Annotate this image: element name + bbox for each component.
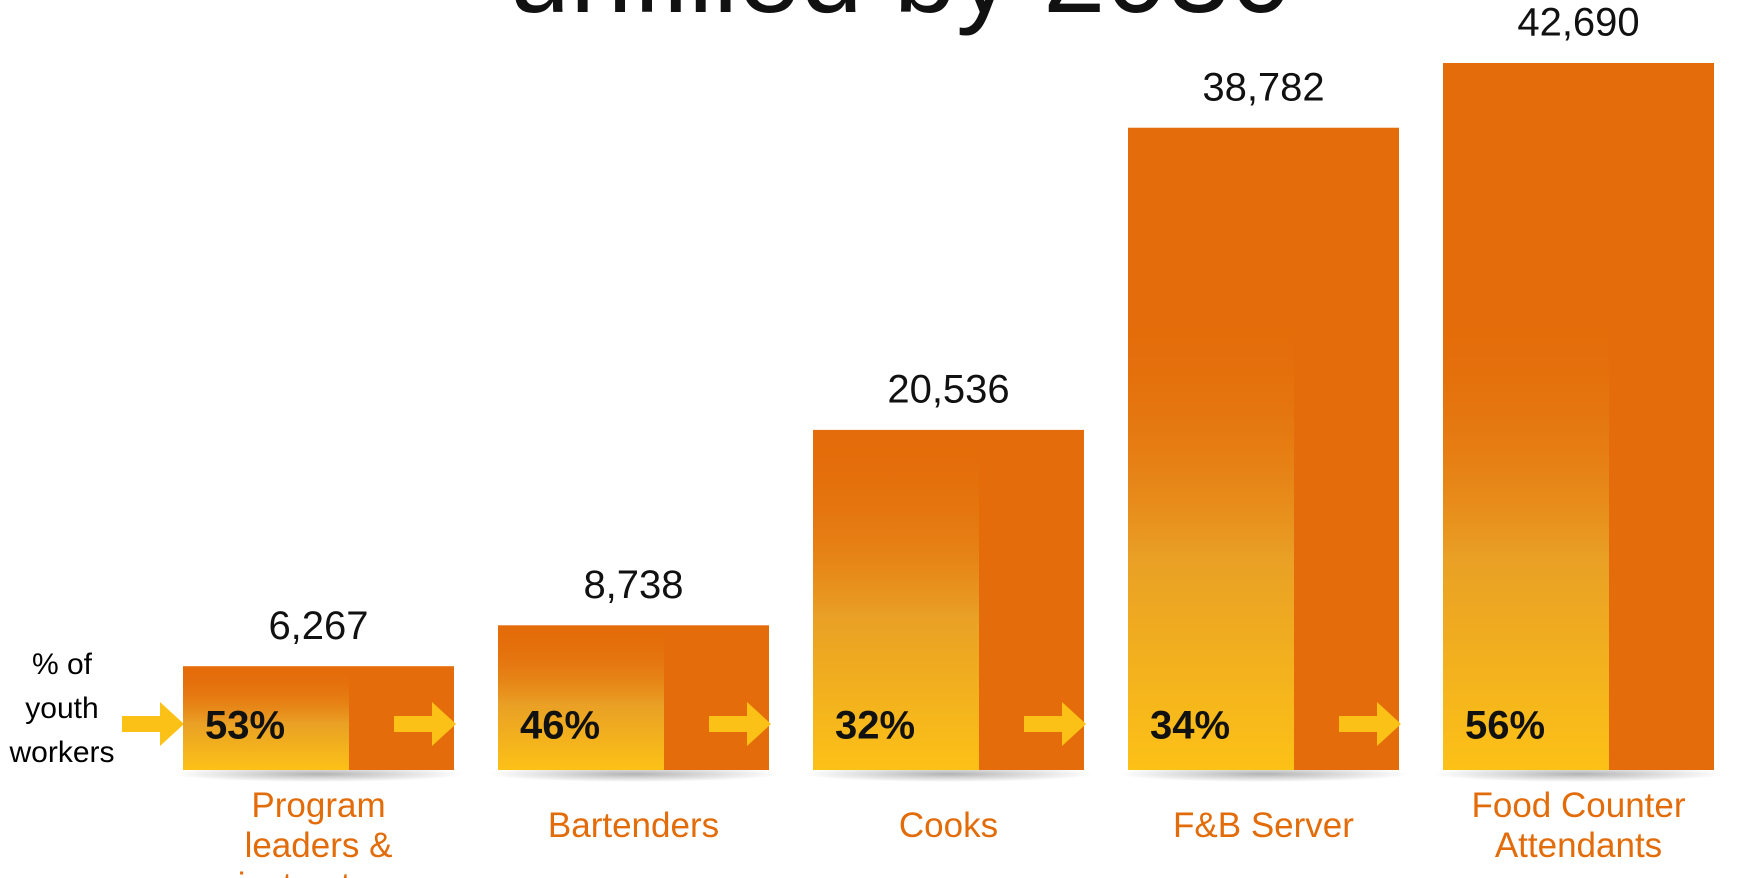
youth-label: youth (25, 692, 98, 725)
category-label: Food Counter Attendants (1471, 786, 1686, 865)
arrow (1024, 702, 1086, 746)
youth-label: % of (32, 648, 93, 681)
category-label: Bartenders (547, 806, 720, 845)
bar-highlight (813, 429, 979, 770)
bar-highlight (1443, 300, 1609, 770)
bar-highlight (1128, 300, 1294, 770)
value-label: 6,267 (268, 604, 368, 648)
arrow (1339, 702, 1401, 746)
youth-share-label: 46% (520, 704, 600, 748)
bar-highlight (183, 666, 349, 770)
youth-label: workers (8, 736, 114, 769)
category-label: F&B Server (1173, 806, 1354, 845)
youth-share-label: 53% (205, 704, 285, 748)
bar-highlight (498, 625, 664, 770)
category-label: Program leaders & instructors (238, 786, 399, 878)
value-label: 42,690 (1517, 1, 1639, 45)
category-label: Cooks (898, 806, 999, 845)
chart-title: unfilled by 2030 (508, 0, 1293, 36)
youth-share-label: 34% (1150, 704, 1230, 748)
value-label: 20,536 (887, 367, 1009, 411)
arrow (394, 702, 456, 746)
youth-share-label: 56% (1465, 704, 1545, 748)
arrow (709, 702, 771, 746)
arrow (122, 702, 184, 746)
youth-share-label: 32% (835, 704, 915, 748)
value-label: 8,738 (583, 563, 683, 607)
value-label: 38,782 (1202, 65, 1324, 109)
